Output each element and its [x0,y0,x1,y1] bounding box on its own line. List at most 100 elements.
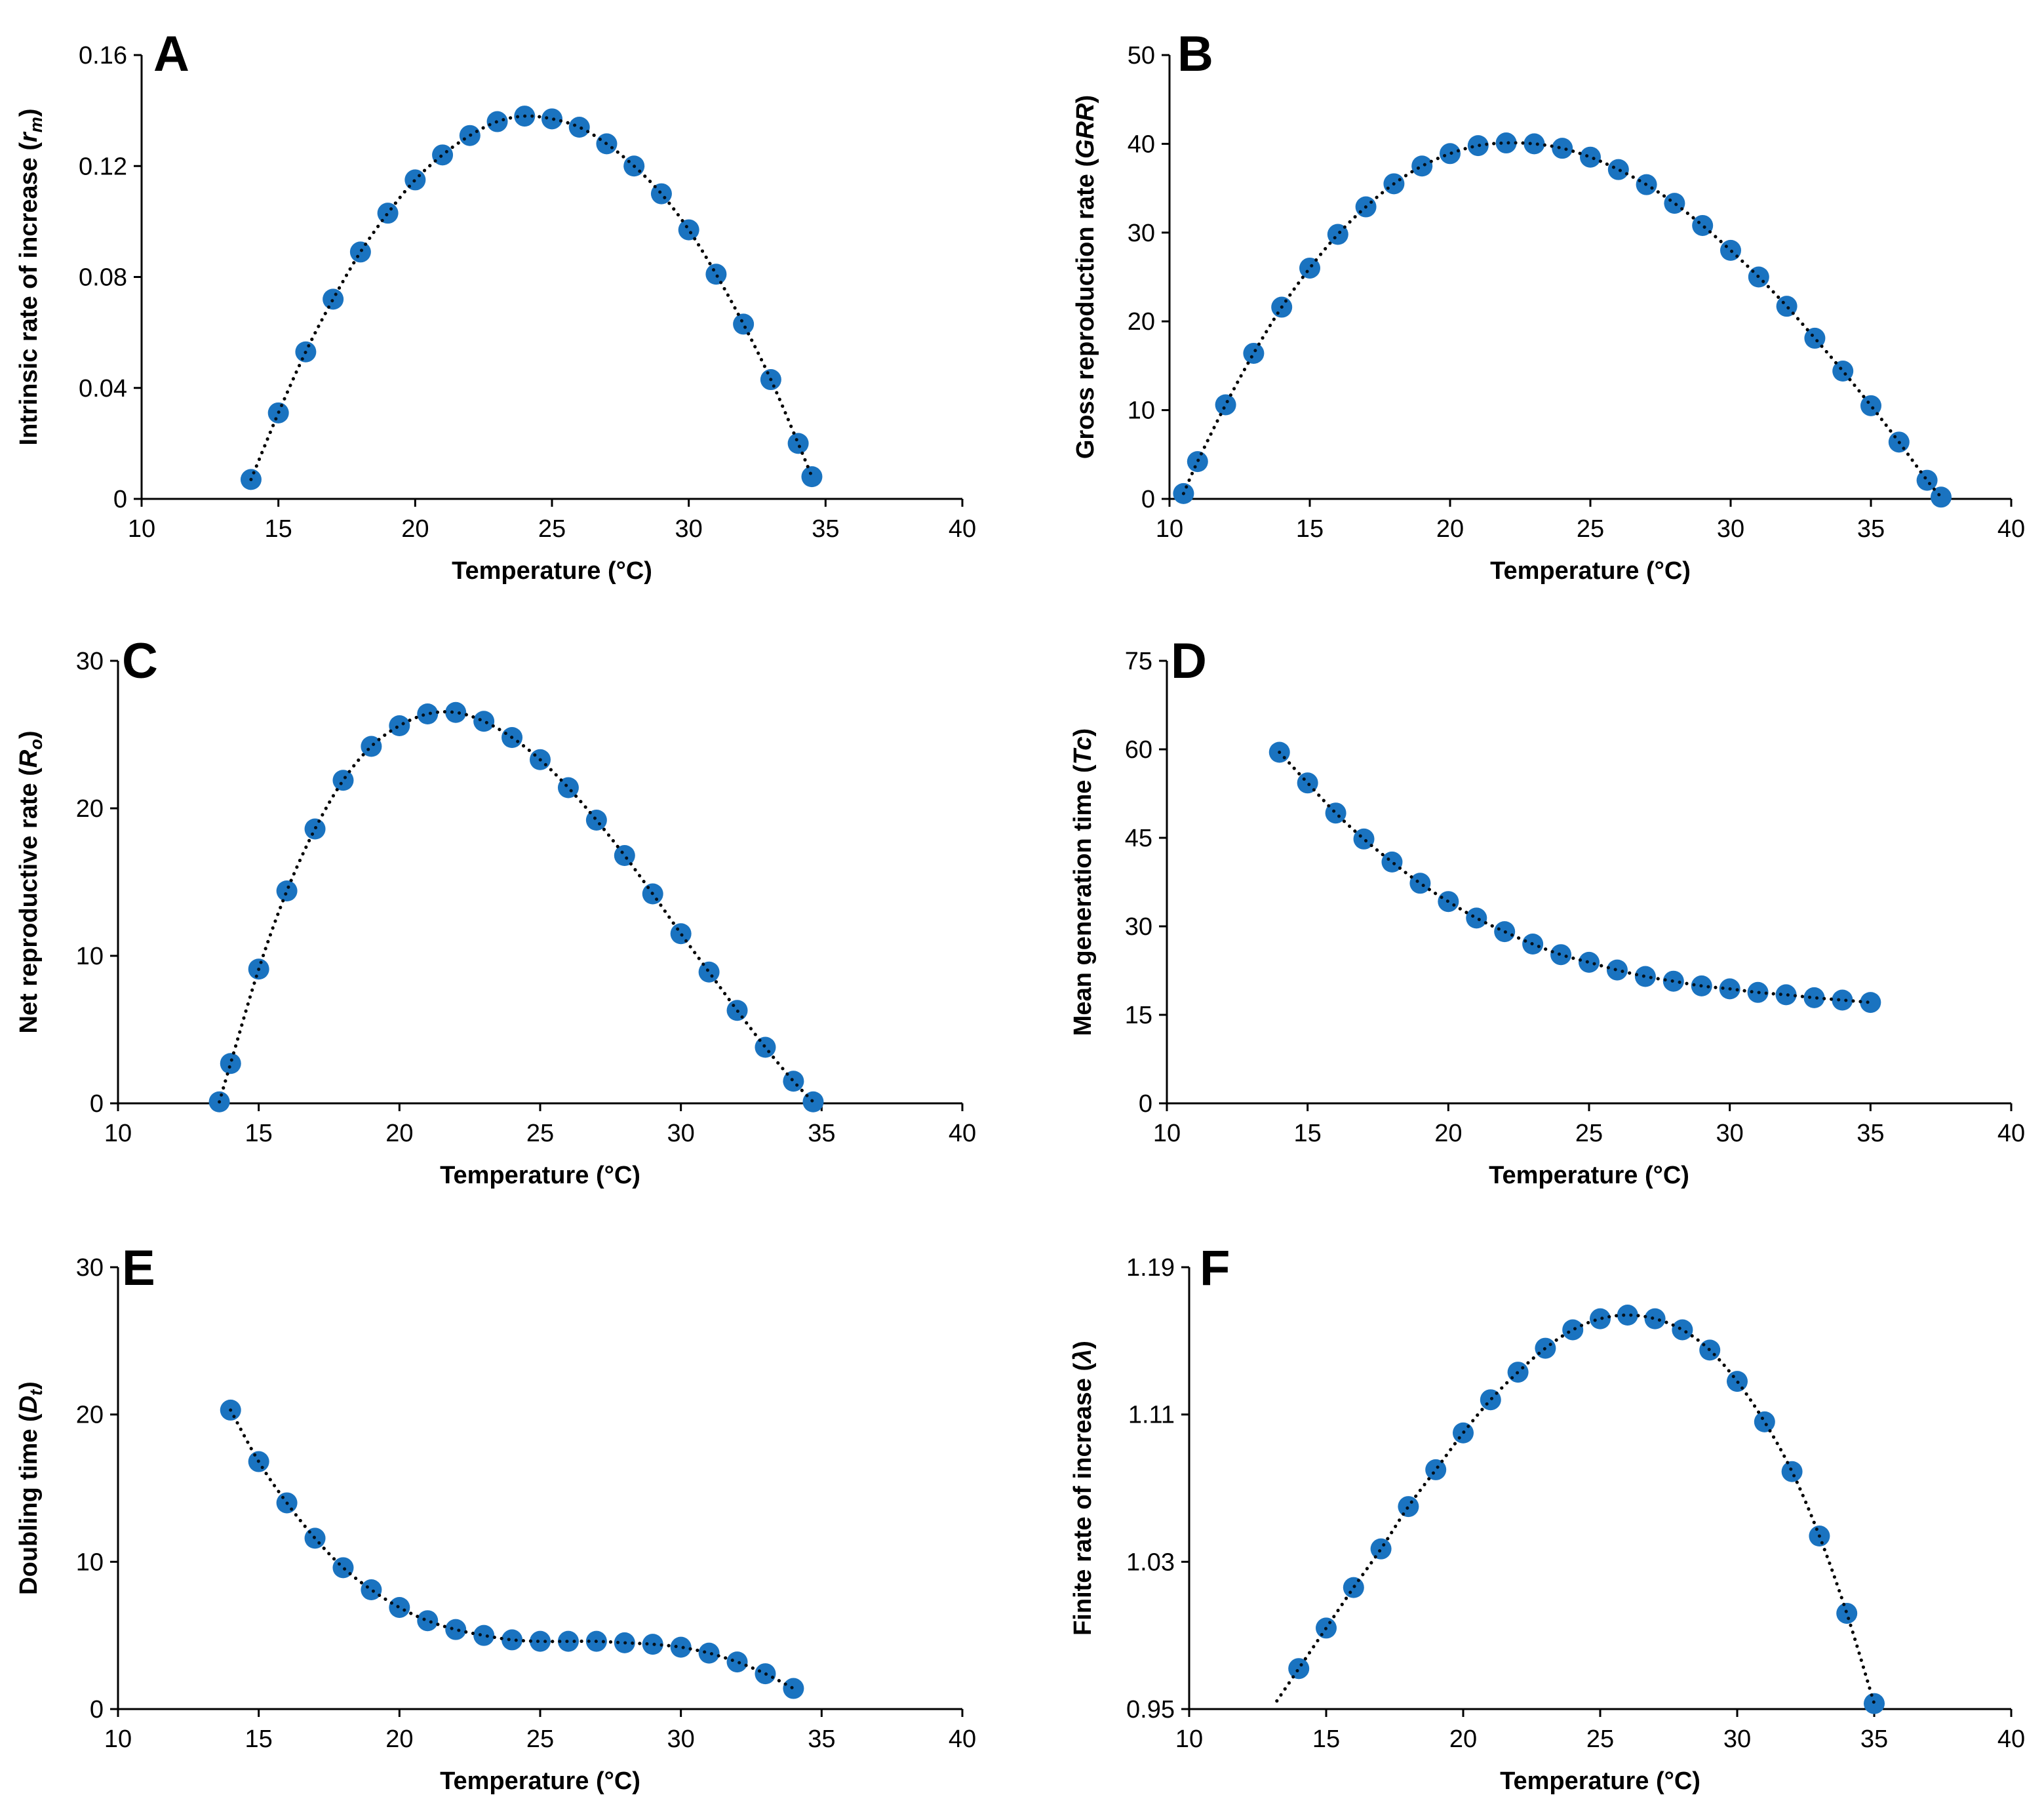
data-point [1495,132,1517,154]
data-point [1370,1538,1392,1560]
x-tick-label: 30 [1717,515,1744,543]
x-tick-label: 15 [265,515,292,543]
panel-a: 0 0.04 0.08 0.12 0.16 10 15 20 25 30 35 40 Temperatu… [15,26,976,585]
x-tick-label: 25 [1586,1725,1614,1753]
data-point [1644,1308,1666,1329]
y-tick-label: 30 [76,1254,104,1282]
data-point [787,433,809,454]
y-tick-label: 0 [90,1090,104,1118]
y-tick-label: 1.11 [1128,1402,1175,1429]
x-tick-label: 15 [245,1120,273,1147]
data-point [1215,394,1236,416]
x-tick-label: 40 [949,515,976,543]
y-tick-label: 75 [1125,648,1152,675]
x-tick-label: 35 [1857,1120,1884,1147]
y-axis-title: Mean generation time (Tc) [1069,728,1097,1036]
x-tick-label: 25 [526,1120,554,1147]
data-point [1550,944,1572,966]
x-tick-label: 35 [808,1725,835,1753]
data-point [1325,802,1346,824]
y-tick-label: 10 [1128,397,1155,425]
data-point [1353,828,1375,850]
trendline-overlay [1275,1313,1876,1706]
data-point [585,810,607,831]
data-point [377,203,399,224]
panel-letter: C [122,633,158,689]
data-point [1243,342,1265,364]
data-point [473,1625,495,1646]
data-point [568,117,590,138]
y-tick-label: 0.12 [79,153,127,180]
x-tick-label: 20 [385,1725,413,1753]
data-point [1523,133,1545,155]
data-point [1692,214,1714,236]
data-point [1617,1305,1638,1326]
y-tick-label: 30 [1125,913,1152,941]
data-point [1860,395,1881,416]
x-tick-label: 15 [1294,1120,1322,1147]
panel-letter: E [122,1240,155,1296]
data-point [698,961,720,983]
x-tick-label: 35 [1857,515,1885,543]
y-tick-label: 45 [1125,825,1152,852]
data-point [332,770,354,791]
data-point [1425,1459,1447,1480]
data-point [361,1579,382,1601]
data-point [801,466,823,488]
x-tick-label: 35 [808,1120,835,1147]
data-point [1552,138,1573,159]
data-point [1590,1308,1611,1329]
data-point [445,1619,467,1640]
y-tick-label: 0 [1141,486,1155,513]
data-point [389,1596,410,1618]
x-axis-title: Temperature (°C) [1500,1767,1700,1795]
x-tick-label: 40 [1997,515,2025,543]
y-tick-label: 0.04 [79,375,127,403]
y-tick-label: 20 [1128,308,1155,336]
trendline-overlay [1181,141,1943,499]
data-point [1832,361,1854,382]
data-point [1409,873,1431,894]
panel-f: 0.95 1.03 1.11 1.19 10 15 20 25 30 35 40 Temperatur… [1069,1240,2025,1795]
data-point [1466,907,1487,929]
data-point [432,144,454,166]
x-tick-label: 25 [1577,515,1604,543]
y-tick-label: 1.03 [1126,1548,1175,1576]
data-point [1288,1658,1310,1680]
x-tick-label: 30 [675,515,703,543]
data-point [417,1610,439,1632]
panel-letter: B [1177,26,1213,82]
x-axis-title: Temperature (°C) [1489,1162,1689,1189]
data-point [389,715,410,736]
data-point [783,1071,804,1092]
data-point [614,845,635,866]
data-point [1860,992,1881,1014]
panel-letter: D [1171,633,1207,689]
trendline-overlay [249,114,814,481]
panel-letter: A [153,26,189,82]
y-axis-title: Net reproductive rate (Ro) [15,730,46,1033]
x-tick-label: 15 [245,1725,273,1753]
data-point [678,219,699,241]
data-point [1775,984,1797,1006]
panel-letter: F [1200,1240,1230,1296]
data-point [1297,772,1318,794]
x-tick-label: 40 [1997,1725,2025,1753]
data-point [220,1053,241,1074]
data-point [1580,146,1601,168]
x-axis-title: Temperature (°C) [440,1767,640,1795]
x-tick-label: 15 [1312,1725,1340,1753]
panel-d: 0 15 30 45 60 75 10 15 20 25 30 35 40 Temperature (°C… [1069,633,2025,1189]
data-point [473,711,495,732]
data-point [755,1036,776,1058]
x-tick-label: 40 [949,1120,976,1147]
data-point [705,264,727,285]
data-point [1931,486,1952,508]
x-tick-label: 20 [401,515,429,543]
data-point [332,1557,354,1579]
data-point [1836,1602,1858,1624]
x-axis-title: Temperature (°C) [1490,557,1691,585]
y-tick-label: 0 [1139,1090,1152,1118]
